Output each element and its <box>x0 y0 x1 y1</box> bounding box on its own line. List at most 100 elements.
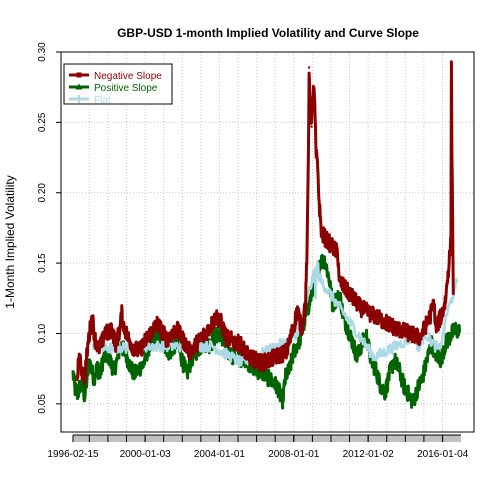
plot-frame <box>60 51 475 433</box>
data-point <box>310 125 313 128</box>
data-point <box>98 373 102 376</box>
data-point <box>444 342 447 345</box>
data-point <box>78 384 82 387</box>
data-point <box>458 330 461 334</box>
data-point <box>338 295 342 299</box>
data-point <box>320 232 323 235</box>
data-point <box>294 336 297 339</box>
data-point <box>407 392 410 396</box>
data-point <box>443 326 446 330</box>
data-point <box>434 328 438 331</box>
data-point <box>106 353 110 356</box>
data-point <box>313 270 317 273</box>
data-point <box>272 381 275 384</box>
data-point <box>444 298 447 301</box>
y-axis: 0.05 0.10 0.15 0.20 0.25 0.30 <box>37 42 61 414</box>
data-point <box>416 387 419 390</box>
data-point <box>126 336 130 339</box>
data-point <box>318 202 321 206</box>
data-point <box>181 359 184 362</box>
data-point <box>304 301 307 304</box>
data-point <box>428 315 432 318</box>
data-point <box>88 328 92 331</box>
data-point <box>110 326 113 330</box>
data-point <box>453 328 457 331</box>
data-point <box>316 166 319 169</box>
data-point <box>323 259 326 262</box>
x-axis: 1996-02-15 2000-01-03 2004-01-01 2008-01-01… <box>47 434 469 460</box>
data-point <box>90 368 93 372</box>
data-point <box>85 378 89 382</box>
data-point <box>442 308 445 311</box>
data-point <box>175 328 178 331</box>
data-point <box>112 368 116 372</box>
data-point <box>93 336 96 339</box>
data-point <box>309 104 312 107</box>
data-point <box>397 368 401 372</box>
data-point <box>300 328 303 331</box>
data-point <box>219 321 223 324</box>
data-point <box>120 312 124 315</box>
series-line-negative-slope <box>75 60 455 386</box>
data-point <box>97 347 100 351</box>
data-point <box>71 371 75 375</box>
x-tick-label: 2012-01-02 <box>343 449 395 460</box>
legend-marker-flat <box>75 95 83 103</box>
data-point <box>421 377 424 380</box>
data-point <box>439 359 443 362</box>
x-tick-label: 2004-01-01 <box>194 449 246 460</box>
legend-label-flat: Flat <box>94 95 111 106</box>
data-point <box>281 401 284 404</box>
data-point <box>103 329 107 332</box>
data-point <box>149 344 152 348</box>
data-point <box>285 350 288 353</box>
legend-box <box>63 63 173 105</box>
data-point <box>418 349 421 352</box>
data-point <box>356 356 359 359</box>
data-point <box>81 385 84 389</box>
data-point <box>240 361 243 365</box>
data-point <box>109 361 113 365</box>
data-point <box>449 240 453 244</box>
data-point <box>239 343 243 346</box>
data-point <box>452 292 455 296</box>
data-point <box>83 375 86 379</box>
data-point <box>292 350 295 353</box>
data-point <box>328 278 331 282</box>
data-point <box>455 280 459 283</box>
legend-label-negative-slope: Negative Slope <box>94 71 162 82</box>
data-point <box>73 387 76 390</box>
data-point <box>307 66 311 69</box>
y-axis-label: 1-Month Implied Volatility <box>3 175 17 308</box>
data-point <box>432 301 436 304</box>
data-point <box>114 342 117 345</box>
data-point <box>131 344 134 348</box>
data-point <box>215 315 218 318</box>
data-point <box>115 359 119 362</box>
data-point <box>425 359 429 362</box>
data-point <box>454 285 457 289</box>
y-tick-label: 0.15 <box>37 253 48 273</box>
data-point <box>393 326 397 330</box>
data-point <box>314 291 317 294</box>
data-point <box>290 333 293 337</box>
data-point <box>450 146 454 149</box>
data-point <box>95 366 99 369</box>
y-tick-label: 0.20 <box>37 183 48 203</box>
data-point <box>373 356 376 359</box>
data-point <box>142 363 145 366</box>
data-point <box>388 371 391 375</box>
data-point <box>86 344 89 348</box>
data-point <box>101 340 104 344</box>
data-point <box>365 335 368 338</box>
data-point <box>313 101 316 104</box>
x-tick-label: 2008-01-01 <box>268 449 320 460</box>
x-axis-band <box>73 435 461 442</box>
data-point <box>435 353 438 356</box>
legend: Negative Slope Positive Slope Flat <box>63 63 173 106</box>
data-point <box>207 328 210 331</box>
data-point <box>188 350 192 353</box>
data-point <box>307 152 310 155</box>
legend-marker-negative-slope <box>76 72 82 78</box>
